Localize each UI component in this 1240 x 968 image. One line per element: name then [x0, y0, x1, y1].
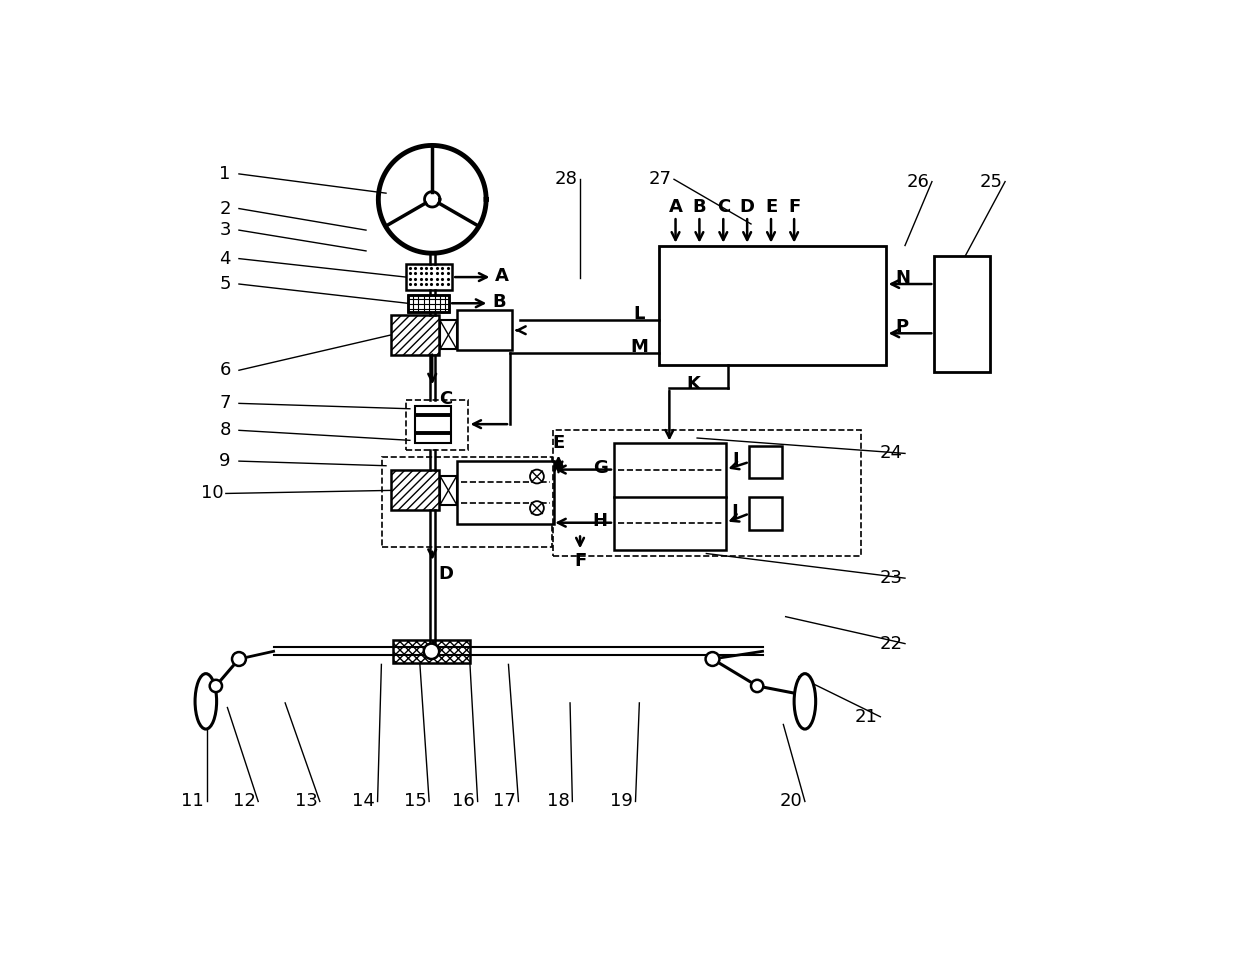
Text: L: L [634, 305, 645, 323]
Text: N: N [895, 269, 910, 287]
Circle shape [706, 652, 719, 666]
Text: G: G [593, 459, 608, 477]
Text: 14: 14 [352, 793, 376, 810]
Text: 23: 23 [879, 569, 903, 588]
Text: 21: 21 [856, 708, 878, 726]
Circle shape [232, 652, 246, 666]
Bar [415, 406, 450, 443]
Bar [440, 320, 456, 349]
Text: F: F [574, 552, 587, 570]
Bar [456, 461, 554, 525]
Bar [658, 246, 885, 365]
Bar [405, 400, 467, 449]
Circle shape [529, 469, 544, 483]
Text: 25: 25 [980, 172, 1003, 191]
Text: 2: 2 [219, 199, 231, 218]
Text: 9: 9 [219, 452, 231, 470]
Text: 15: 15 [404, 793, 427, 810]
Text: 17: 17 [494, 793, 516, 810]
Text: B: B [693, 198, 707, 216]
Text: 24: 24 [879, 444, 903, 463]
Bar [934, 257, 990, 372]
Text: J: J [733, 503, 739, 521]
Text: P: P [895, 318, 908, 336]
Ellipse shape [794, 674, 816, 729]
Text: 3: 3 [219, 221, 231, 239]
Text: 13: 13 [295, 793, 317, 810]
Bar [392, 315, 439, 355]
Text: 12: 12 [233, 793, 255, 810]
Bar [408, 295, 449, 312]
Bar [456, 310, 512, 350]
Bar [393, 640, 470, 663]
Bar [382, 457, 552, 547]
Text: 26: 26 [906, 172, 930, 191]
Text: F: F [787, 198, 800, 216]
Text: 22: 22 [879, 635, 903, 652]
Text: 18: 18 [547, 793, 570, 810]
Text: 6: 6 [219, 361, 231, 379]
Text: A: A [668, 198, 682, 216]
Bar [749, 498, 781, 529]
Text: D: D [739, 198, 755, 216]
Text: H: H [593, 512, 608, 530]
Bar [392, 470, 439, 510]
Text: C: C [717, 198, 730, 216]
Bar [408, 295, 449, 312]
Text: 5: 5 [219, 275, 231, 293]
Text: E: E [765, 198, 777, 216]
Text: 19: 19 [610, 793, 634, 810]
Text: 1: 1 [219, 165, 231, 183]
Text: K: K [686, 376, 701, 393]
Circle shape [210, 680, 222, 692]
Text: 4: 4 [219, 250, 231, 267]
Circle shape [529, 501, 544, 515]
Text: D: D [439, 565, 454, 584]
Text: B: B [492, 292, 506, 311]
Text: 7: 7 [219, 394, 231, 412]
Bar [614, 443, 725, 550]
Text: M: M [630, 338, 649, 356]
Text: 8: 8 [219, 421, 231, 439]
Text: C: C [439, 390, 453, 408]
Text: I: I [733, 451, 739, 469]
Bar [440, 475, 456, 505]
Bar [405, 264, 453, 290]
Text: E: E [552, 434, 564, 452]
Text: 16: 16 [453, 793, 475, 810]
Ellipse shape [195, 674, 217, 729]
Bar [553, 431, 861, 556]
Text: 20: 20 [780, 793, 802, 810]
Text: 27: 27 [649, 170, 672, 189]
Text: A: A [495, 266, 510, 285]
Circle shape [751, 680, 764, 692]
Text: 28: 28 [554, 170, 578, 189]
Circle shape [424, 644, 439, 659]
Text: 10: 10 [201, 484, 223, 502]
Text: 11: 11 [181, 793, 205, 810]
Bar [749, 445, 781, 478]
